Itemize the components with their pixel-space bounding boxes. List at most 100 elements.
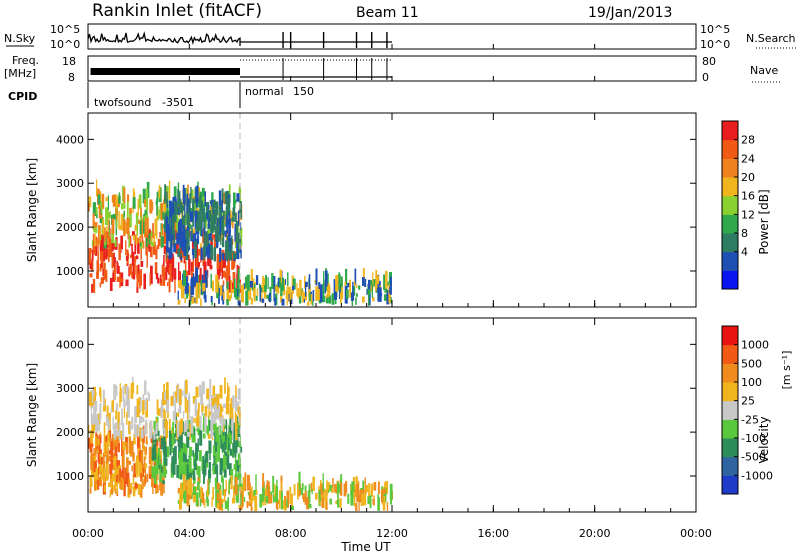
data-cell xyxy=(134,424,138,437)
data-cell xyxy=(129,487,132,494)
data-cell xyxy=(155,461,159,475)
data-cell xyxy=(289,289,292,303)
data-cell xyxy=(153,430,156,440)
data-cell xyxy=(211,280,214,292)
data-cell xyxy=(224,469,227,478)
data-cell xyxy=(224,435,228,450)
data-cell xyxy=(241,483,244,496)
data-cell xyxy=(207,249,211,259)
data-cell xyxy=(184,187,188,207)
data-cell xyxy=(312,476,315,491)
data-cell xyxy=(189,216,193,222)
data-cell xyxy=(125,442,128,455)
data-cell xyxy=(92,213,95,230)
data-cell xyxy=(386,502,389,511)
data-cell xyxy=(128,231,130,248)
data-cell xyxy=(259,494,262,508)
data-cell xyxy=(97,452,100,463)
data-cell xyxy=(185,230,188,241)
data-cell xyxy=(138,458,141,467)
data-cell xyxy=(227,497,229,511)
data-cell xyxy=(368,287,371,295)
data-cell xyxy=(197,428,201,436)
data-cell xyxy=(187,254,190,260)
data-cell xyxy=(132,382,135,394)
nsearch-label: N.Search xyxy=(746,32,796,45)
data-cell xyxy=(203,272,206,288)
data-cell xyxy=(184,196,186,201)
data-cell xyxy=(169,211,171,226)
x-tick-label: 04:00 xyxy=(173,527,205,540)
data-cell xyxy=(139,415,141,425)
data-cell xyxy=(110,440,113,459)
data-cell xyxy=(193,428,196,441)
data-cell xyxy=(320,483,324,495)
data-cell xyxy=(246,288,250,301)
data-cell xyxy=(120,235,123,250)
data-cell xyxy=(234,212,237,223)
data-cell xyxy=(116,206,118,221)
data-cell xyxy=(134,257,136,276)
data-cell xyxy=(235,414,238,433)
data-cell xyxy=(276,479,278,493)
data-cell xyxy=(186,193,189,213)
data-cell xyxy=(172,196,176,203)
data-cell xyxy=(274,297,277,306)
data-cell xyxy=(112,458,115,465)
data-cell xyxy=(123,187,126,203)
data-cell xyxy=(232,282,235,291)
data-cell xyxy=(259,284,261,302)
data-cell xyxy=(310,294,313,305)
data-cell xyxy=(118,195,121,204)
data-cell xyxy=(99,450,102,467)
data-cell xyxy=(237,299,241,306)
data-cell xyxy=(323,271,325,287)
data-cell xyxy=(108,482,111,488)
mode-twofsound-cpid: -3501 xyxy=(162,96,194,109)
data-cell xyxy=(161,398,164,412)
data-cell xyxy=(186,419,189,430)
data-cell xyxy=(184,201,186,218)
data-cell xyxy=(190,278,192,296)
data-cell xyxy=(255,275,259,285)
colorbar-segment xyxy=(722,158,738,178)
data-cell xyxy=(159,463,163,483)
data-cell xyxy=(162,392,164,405)
data-cell xyxy=(98,205,101,218)
data-cell xyxy=(200,486,203,499)
power-data-cells xyxy=(88,179,392,306)
data-cell xyxy=(245,276,248,288)
y-tick-label: 4000 xyxy=(56,133,84,146)
data-cell xyxy=(184,211,188,226)
data-cell xyxy=(163,195,167,213)
data-cell xyxy=(146,252,148,268)
data-cell xyxy=(116,262,119,274)
data-cell xyxy=(134,241,137,255)
data-cell xyxy=(198,283,201,299)
data-cell xyxy=(149,272,151,286)
data-cell xyxy=(243,283,246,290)
data-cell xyxy=(115,474,118,483)
data-cell xyxy=(192,259,194,273)
power-y-axis: 1000 2000 3000 4000 xyxy=(56,133,696,278)
data-cell xyxy=(239,249,242,259)
data-cell xyxy=(103,251,107,260)
data-cell xyxy=(370,486,373,493)
data-cell xyxy=(311,488,313,495)
colorbar-tick-label: -25 xyxy=(741,413,759,426)
colorbar-segment xyxy=(722,382,738,402)
data-cell xyxy=(177,192,180,206)
data-cell xyxy=(105,197,108,202)
data-cell xyxy=(137,264,140,274)
data-cell xyxy=(286,286,288,306)
data-cell xyxy=(155,437,157,444)
data-cell xyxy=(150,436,153,443)
y-tick-label: 3000 xyxy=(56,382,84,395)
data-cell xyxy=(120,388,122,403)
data-cell xyxy=(129,424,132,432)
data-cell xyxy=(181,232,184,251)
data-cell xyxy=(368,279,371,290)
data-cell xyxy=(298,471,301,490)
data-cell xyxy=(170,395,174,406)
data-cell xyxy=(321,496,324,508)
